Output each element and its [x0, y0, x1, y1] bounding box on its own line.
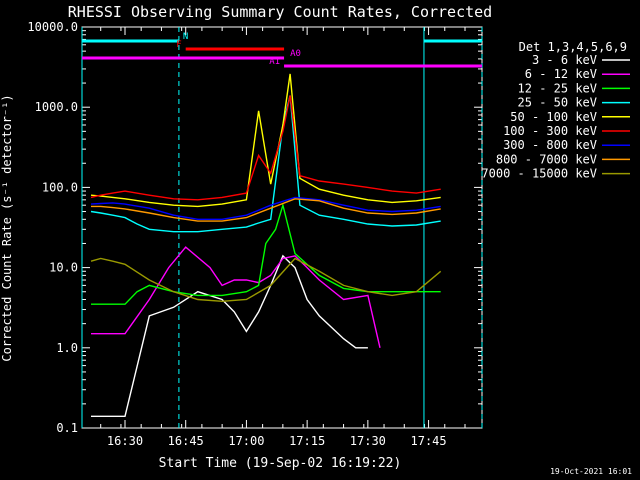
- x-tick-label: 17:15: [289, 434, 325, 448]
- legend-entry-label: 6 - 12 keV: [525, 67, 597, 81]
- timestamp: 19-Oct-2021 16:01: [550, 467, 632, 476]
- x-tick-label: 17:30: [350, 434, 386, 448]
- chart-title: RHESSI Observing Summary Count Rates, Co…: [68, 3, 492, 21]
- legend-entry-label: 50 - 100 keV: [510, 110, 597, 124]
- series-line: [90, 257, 442, 303]
- y-tick-label: 10000.0: [27, 20, 78, 34]
- y-axis-label: Corrected Count Rate (s⁻¹ detector⁻¹): [0, 94, 14, 361]
- series-line: [90, 95, 441, 233]
- x-tick-label: 17:00: [228, 434, 264, 448]
- legend-entry-label: 800 - 7000 keV: [496, 152, 597, 166]
- series-line: [91, 198, 441, 222]
- flag-bar-label: F: [176, 40, 181, 50]
- series-line: [91, 202, 441, 305]
- series-line: [91, 254, 368, 417]
- legend-entry-label: 25 - 50 keV: [518, 96, 597, 110]
- series-line: [91, 246, 381, 348]
- series-line: [90, 95, 441, 201]
- legend-entry-label: 100 - 300 keV: [503, 124, 597, 138]
- series-line: [90, 196, 441, 221]
- x-tick-label: 16:30: [107, 434, 143, 448]
- flag-bar-label: N: [183, 32, 188, 42]
- legend-entry-label: 12 - 25 keV: [518, 81, 597, 95]
- x-axis-label: Start Time (19-Sep-02 16:19:22): [159, 456, 402, 471]
- y-tick-label: 1.0: [56, 341, 78, 355]
- plot-area: 0.1 1.0 10.0 100.0 1000.0 10000.0 16:30 16:45 17…: [27, 20, 483, 448]
- flag-bar-label: A1: [269, 57, 280, 67]
- plot-frame: [81, 26, 483, 429]
- legend-title: Det 1,3,4,5,6,9: [519, 40, 627, 54]
- flag-bar-label: A0: [290, 49, 301, 59]
- legend-entry-label: 7000 - 15000 keV: [481, 167, 597, 181]
- x-tick-label: 17:45: [411, 434, 447, 448]
- series-line: [90, 73, 441, 208]
- x-tick-label: 16:45: [168, 434, 204, 448]
- legend-entry-label: 3 - 6 keV: [532, 53, 597, 67]
- y-tick-label: 0.1: [56, 421, 78, 435]
- y-tick-label: 10.0: [49, 261, 78, 275]
- y-tick-label: 100.0: [42, 180, 78, 194]
- y-tick-label: 1000.0: [35, 100, 78, 114]
- legend-entry-label: 300 - 800 keV: [503, 138, 597, 152]
